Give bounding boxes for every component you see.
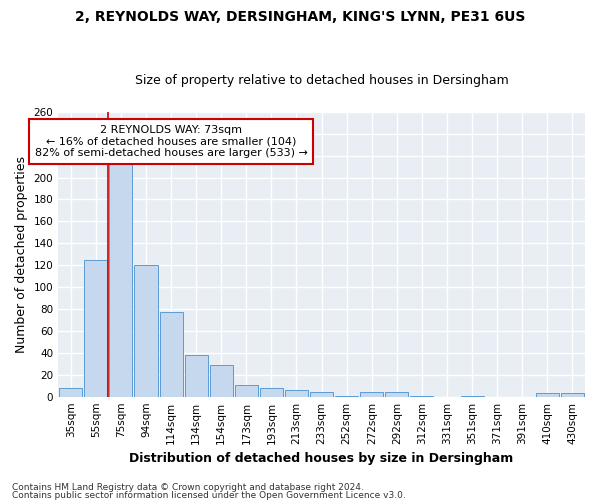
X-axis label: Distribution of detached houses by size in Dersingham: Distribution of detached houses by size … [130, 452, 514, 465]
Bar [310, 392, 333, 396]
Bar [561, 394, 584, 396]
Bar [360, 392, 383, 396]
Text: Contains public sector information licensed under the Open Government Licence v3: Contains public sector information licen… [12, 490, 406, 500]
Bar [160, 312, 182, 396]
Title: Size of property relative to detached houses in Dersingham: Size of property relative to detached ho… [135, 74, 508, 87]
Bar [209, 365, 233, 396]
Bar [185, 355, 208, 397]
Text: Contains HM Land Registry data © Crown copyright and database right 2024.: Contains HM Land Registry data © Crown c… [12, 484, 364, 492]
Text: 2, REYNOLDS WAY, DERSINGHAM, KING'S LYNN, PE31 6US: 2, REYNOLDS WAY, DERSINGHAM, KING'S LYNN… [75, 10, 525, 24]
Y-axis label: Number of detached properties: Number of detached properties [15, 156, 28, 352]
Bar [385, 392, 409, 396]
Text: 2 REYNOLDS WAY: 73sqm
← 16% of detached houses are smaller (104)
82% of semi-det: 2 REYNOLDS WAY: 73sqm ← 16% of detached … [35, 125, 307, 158]
Bar [235, 384, 258, 396]
Bar [285, 390, 308, 396]
Bar [84, 260, 107, 396]
Bar [134, 265, 158, 396]
Bar [260, 388, 283, 396]
Bar [536, 394, 559, 396]
Bar [59, 388, 82, 396]
Bar [109, 158, 133, 396]
